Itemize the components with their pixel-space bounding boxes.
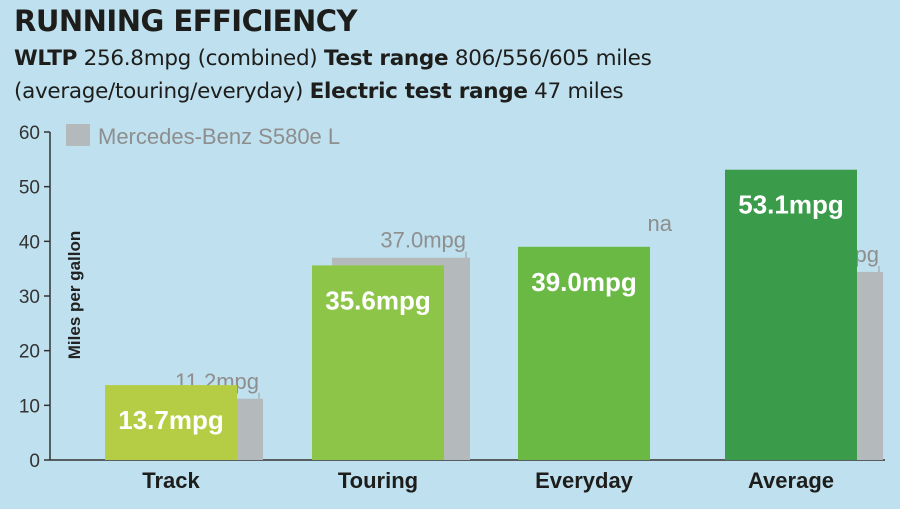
category-label-average: Average <box>748 468 834 493</box>
spec-line-2: (average/touring/everyday) Electric test… <box>14 79 884 104</box>
y-axis-label: Miles per gallon <box>65 231 84 359</box>
wltp-value: 256.8mpg (combined) <box>83 46 318 71</box>
average-value-label: 53.1mpg <box>738 190 844 220</box>
wltp-label: WLTP <box>14 46 78 71</box>
category-label-everyday: Everyday <box>535 468 634 493</box>
electric-label: Electric test range <box>309 79 528 104</box>
range-note: (average/touring/everyday) <box>14 79 304 104</box>
range-label: Test range <box>323 46 449 71</box>
track-bar <box>105 385 237 460</box>
spec-line-1: WLTP 256.8mpg (combined) Test range 806/… <box>14 46 884 71</box>
y-tick-label: 20 <box>19 342 40 363</box>
y-tick-label: 50 <box>19 178 40 199</box>
category-label-track: Track <box>142 468 200 493</box>
everyday-value-label: 39.0mpg <box>531 267 637 297</box>
range-value: 806/556/605 miles <box>454 46 652 71</box>
touring-bar <box>312 265 444 460</box>
category-label-touring: Touring <box>338 468 418 493</box>
y-tick-label: 60 <box>19 123 40 144</box>
touring-value-label: 35.6mpg <box>325 285 431 315</box>
electric-value: 47 miles <box>534 79 624 104</box>
chart-title: RUNNING EFFICIENCY <box>14 4 358 38</box>
track-value-label: 13.7mpg <box>118 405 224 435</box>
everyday-competitor-value: na <box>648 211 673 236</box>
legend-label: Mercedes-Benz S580e L <box>98 124 340 149</box>
touring-competitor-value: 37.0mpg <box>380 228 466 253</box>
y-tick-label: 10 <box>19 396 40 417</box>
legend-swatch <box>66 124 90 146</box>
everyday-bar <box>518 246 650 460</box>
average-bar <box>725 169 857 460</box>
y-tick-label: 0 <box>29 451 40 472</box>
y-tick-label: 30 <box>19 287 40 308</box>
y-tick-label: 40 <box>19 232 40 253</box>
